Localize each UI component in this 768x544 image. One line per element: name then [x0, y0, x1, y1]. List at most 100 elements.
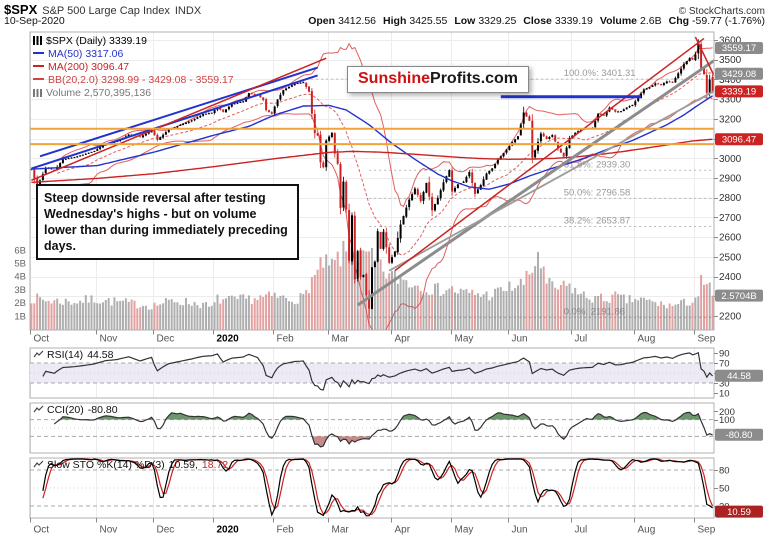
svg-text:3B: 3B — [14, 285, 26, 296]
ohlc-value: 3329.25 — [478, 15, 517, 27]
svg-text:10.59: 10.59 — [727, 507, 751, 518]
ohlc-row: Open 3412.56 High 3425.55 Low 3329.25 Close 333… — [301, 15, 765, 27]
svg-text:2020: 2020 — [217, 525, 240, 536]
copyright: © StockCharts.com — [678, 6, 765, 17]
legend-row: $SPX (Daily) 3339.19 — [33, 35, 234, 48]
red-short-decline — [694, 36, 714, 78]
red-wedge-upper — [394, 37, 705, 272]
svg-text:61.8%: 2939.30: 61.8%: 2939.30 — [564, 159, 631, 170]
svg-text:3096.47: 3096.47 — [722, 134, 756, 145]
blue-channel-lower — [31, 74, 318, 170]
legend-text: $SPX (Daily) 3339.19 — [46, 35, 147, 47]
chart-date: 10-Sep-2020 — [4, 15, 65, 27]
svg-text:3429.08: 3429.08 — [722, 69, 756, 80]
svg-text:Sep: Sep — [698, 525, 716, 536]
rsi-axis: 907050301044.58 — [714, 349, 763, 400]
svg-text:Nov: Nov — [100, 334, 118, 345]
svg-text:2500: 2500 — [719, 252, 742, 263]
cci-icon — [33, 405, 44, 413]
svg-text:3559.17: 3559.17 — [722, 43, 756, 54]
svg-text:Nov: Nov — [100, 525, 118, 536]
svg-text:10: 10 — [719, 389, 730, 400]
svg-text:3600: 3600 — [719, 36, 742, 47]
chart-header: $SPX S&P 500 Large Cap Index INDX © StockC… — [4, 1, 765, 19]
svg-text:3200: 3200 — [719, 114, 742, 125]
ohlc-value: 3412.56 — [338, 15, 377, 27]
svg-text:2B: 2B — [14, 298, 26, 309]
svg-text:Jun: Jun — [512, 525, 528, 536]
svg-text:Aug: Aug — [638, 525, 656, 536]
chart-subheader: 10-Sep-2020 Open 3412.56 High 3425.55 Low 332… — [4, 15, 765, 27]
fibonacci-retracements: 100.0%: 3401.31 61.8%: 2939.30 50.0%: 2796… — [306, 68, 714, 319]
index-title: S&P 500 Large Cap Index — [42, 5, 170, 17]
line-icon — [33, 78, 44, 80]
watermark-part2: Profits.com — [430, 70, 519, 87]
gray-secondary-uptrend — [388, 90, 714, 272]
svg-text:Oct: Oct — [34, 525, 50, 536]
svg-text:100.0%: 3401.31: 100.0%: 3401.31 — [564, 68, 636, 79]
svg-text:5B: 5B — [14, 259, 26, 270]
sto-d-value: 18.72 — [201, 459, 229, 471]
svg-text:70: 70 — [719, 359, 730, 370]
svg-text:Sep: Sep — [698, 334, 716, 345]
bars-icon — [33, 89, 42, 97]
red-trendline-early — [31, 57, 327, 182]
legend-row: BB(20,2.0) 3298.99 - 3429.08 - 3559.17 — [33, 74, 234, 87]
svg-text:May: May — [455, 525, 474, 536]
svg-text:Dec: Dec — [157, 334, 175, 345]
annotation-box: Steep downside reversal after testing We… — [36, 184, 299, 260]
symbol: $SPX — [4, 2, 38, 17]
svg-text:50.0%: 2796.58: 50.0%: 2796.58 — [564, 187, 631, 198]
axis-label-boxes: 3559.17 3429.08 3339.19 3096.47 2.5704B — [715, 42, 763, 302]
legend-row: MA(200) 3096.47 — [33, 61, 234, 74]
svg-text:3300: 3300 — [719, 95, 742, 106]
ohlc-value: 3339.19 — [554, 15, 593, 27]
legend-text: MA(200) 3096.47 — [48, 61, 130, 73]
svg-text:Apr: Apr — [395, 334, 411, 345]
annotation-text: Steep downside reversal after testing We… — [44, 191, 288, 253]
svg-text:Mar: Mar — [332, 334, 350, 345]
svg-text:2600: 2600 — [719, 233, 742, 244]
svg-text:Apr: Apr — [395, 525, 411, 536]
candlesticks-icon — [33, 36, 42, 45]
svg-text:Feb: Feb — [277, 525, 295, 536]
sto-k-value: 10.59, — [168, 459, 198, 471]
svg-text:30: 30 — [719, 379, 730, 390]
svg-text:3500: 3500 — [719, 55, 742, 66]
sto-panel-title: Slow STO %K(14) %D(3) 10.59, 18.72 — [33, 459, 228, 471]
exchange: INDX — [174, 5, 202, 17]
ohlc-value: -59.77 (-1.76%) — [692, 15, 765, 27]
volume-bars — [30, 240, 714, 330]
svg-text:50: 50 — [719, 484, 730, 495]
svg-text:3400: 3400 — [719, 75, 742, 86]
rsi-label: RSI(14) — [47, 349, 84, 361]
chart-legend: $SPX (Daily) 3339.19 MA(50) 3317.06 MA(200… — [33, 35, 234, 100]
sto-panel — [30, 458, 714, 517]
line-icon — [33, 52, 44, 54]
svg-text:Jul: Jul — [575, 334, 588, 345]
svg-text:44.58: 44.58 — [727, 371, 751, 382]
svg-text:2020: 2020 — [217, 334, 240, 345]
svg-text:100: 100 — [719, 415, 735, 426]
svg-text:Jun: Jun — [512, 334, 528, 345]
svg-text:3339.19: 3339.19 — [722, 87, 756, 98]
ohlc-label: High — [383, 15, 407, 27]
svg-text:Jul: Jul — [575, 525, 588, 536]
sto-axis: 80502010.59 — [714, 466, 763, 518]
month-axes: Oct Nov Dec 2020 Feb Mar Apr May Jun Jul Aug Sep Oct… — [30, 330, 716, 536]
gray-major-uptrend — [356, 58, 714, 307]
rsi-icon — [33, 350, 44, 358]
ohlc-label: Open — [308, 15, 336, 27]
ohlc-label: Close — [523, 15, 552, 27]
legend-text: MA(50) 3317.06 — [48, 48, 124, 60]
svg-text:2200: 2200 — [719, 311, 742, 322]
bollinger-bands — [56, 42, 713, 330]
ohlc-value: 2.6B — [640, 15, 662, 27]
cci-panel — [30, 411, 714, 448]
svg-text:38.2%: 2653.87: 38.2%: 2653.87 — [564, 216, 631, 227]
rsi-value: 44.58 — [87, 349, 114, 361]
svg-text:2.5704B: 2.5704B — [721, 291, 756, 302]
legend-text: BB(20,2.0) 3298.99 - 3429.08 - 3559.17 — [48, 74, 234, 86]
svg-text:Aug: Aug — [638, 334, 656, 345]
